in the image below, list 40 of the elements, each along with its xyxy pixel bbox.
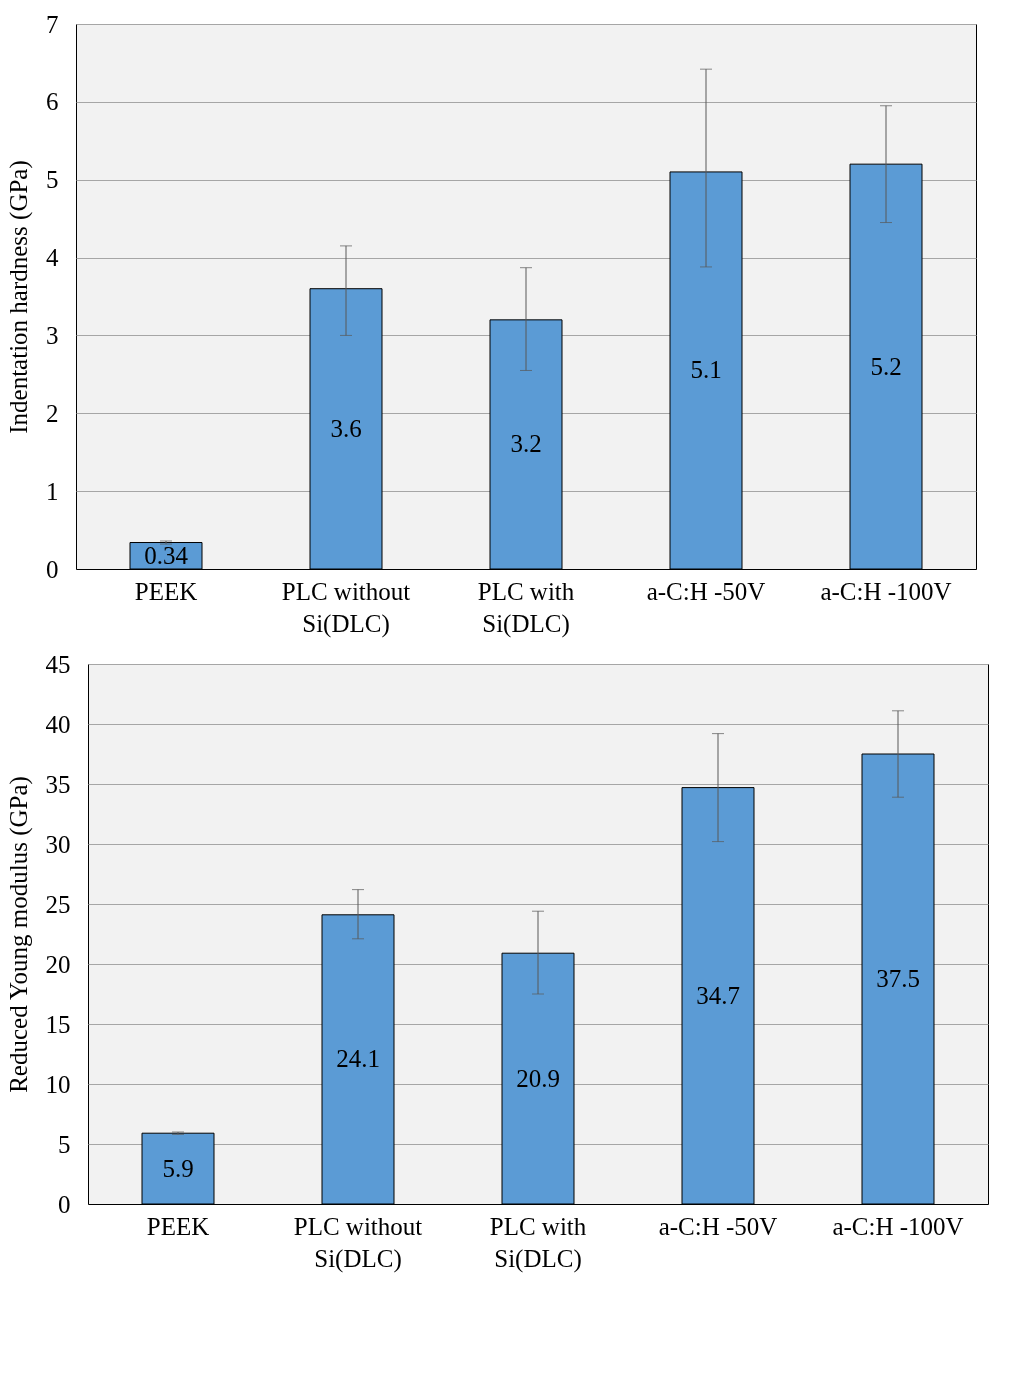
data-label: 5.2 [870,352,902,380]
y-tick-label: 10 [45,1070,71,1098]
x-tick-label: PLC without Si(DLC) [281,577,411,638]
x-tick-label: a-C:H -50V [646,577,766,605]
x-tick-label: a-C:H -100V [820,577,952,605]
y-tick-label: 25 [45,890,71,918]
data-label: 5.9 [162,1154,194,1182]
x-tick-label: a-C:H -100V [832,1212,964,1240]
data-label: 37.5 [876,965,920,992]
data-label: 20.9 [516,1064,560,1092]
y-axis-title: Reduced Young modulus (GPa) [4,776,33,1093]
data-label: 3.2 [510,430,542,458]
x-tick-label: a-C:H -50V [658,1212,778,1240]
y-tick-label: 3 [46,321,59,349]
x-tick-label: PLC with Si(DLC) [477,577,575,638]
x-tick-label: PLC without Si(DLC) [293,1212,423,1273]
y-tick-label: 6 [46,88,59,116]
data-label: 5.1 [690,356,722,384]
y-tick-label: 35 [45,770,71,798]
x-tick-label: PLC with Si(DLC) [489,1212,587,1273]
y-tick-label: 40 [45,710,71,738]
y-tick-label: 4 [46,244,59,272]
data-label: 24.1 [336,1045,380,1073]
y-tick-label: 20 [45,950,71,978]
y-tick-label: 2 [46,399,59,427]
y-tick-label: 15 [45,1010,71,1038]
y-tick-label: 5 [46,166,59,194]
y-tick-label: 30 [45,830,71,858]
y-tick-label: 7 [46,10,59,38]
data-label: 3.6 [330,414,362,442]
y-tick-label: 0 [58,1190,71,1218]
y-tick-label: 1 [46,477,59,505]
data-label: 0.34 [144,541,189,569]
y-tick-label: 45 [45,650,71,678]
x-tick-label: PEEK [146,1212,210,1240]
y-axis-title: Indentation hardness (GPa) [5,160,33,434]
y-tick-label: 0 [46,555,59,583]
x-tick-label: PEEK [134,577,198,605]
y-tick-label: 5 [58,1130,71,1158]
data-label: 34.7 [696,981,740,1009]
